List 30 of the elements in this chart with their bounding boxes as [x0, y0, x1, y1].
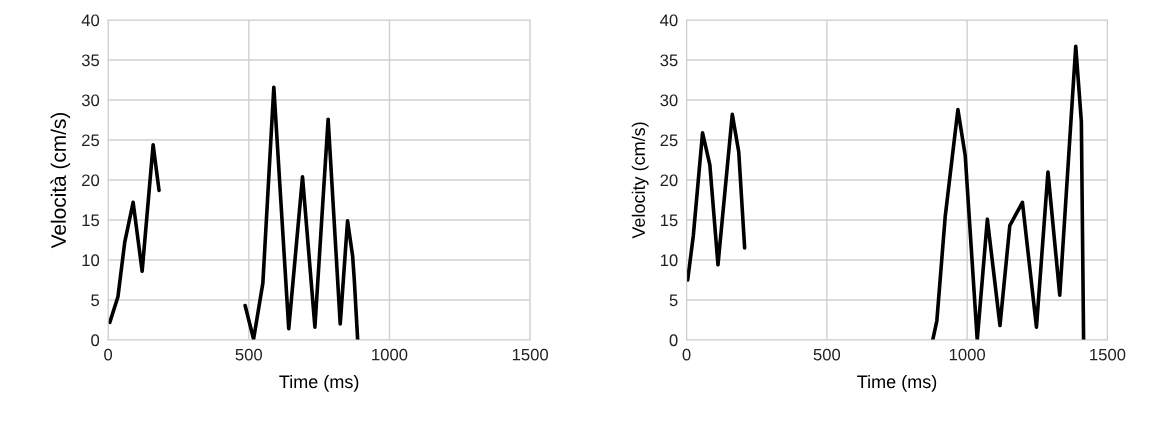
y-tick-label: 15: [82, 214, 100, 227]
y-tick-label: 5: [91, 294, 100, 307]
y-tick-label: 35: [660, 54, 678, 67]
x-tick-label: 1000: [949, 348, 986, 361]
x-tick-label: 0: [104, 348, 113, 361]
y-tick-label: 5: [669, 294, 678, 307]
x-tick-label: 1500: [1090, 348, 1126, 361]
y-tick-label: 25: [660, 134, 678, 147]
x-tick-label: 1500: [512, 348, 549, 361]
x-axis-title: Time (ms): [279, 374, 359, 392]
y-tick-label: 20: [660, 174, 678, 187]
y-tick-label: 40: [81, 14, 100, 27]
y-tick-label: 25: [82, 134, 100, 147]
y-tick-label: 30: [660, 94, 678, 107]
x-tick-label: 1000: [372, 348, 408, 361]
y-tick-label: 30: [81, 94, 100, 107]
y-tick-label: 0: [91, 334, 100, 347]
x-tick-label: 500: [813, 348, 841, 361]
y-tick-label: 10: [660, 254, 678, 267]
y-axis-title: Velocità (cm/s): [50, 112, 71, 249]
x-axis-title: Time (ms): [857, 374, 937, 392]
y-tick-label: 35: [81, 54, 100, 67]
x-tick-label: 500: [235, 348, 263, 361]
y-tick-label: 0: [669, 334, 678, 347]
y-tick-label: 20: [82, 174, 100, 187]
y-tick-label: 40: [660, 14, 678, 27]
y-tick-label: 10: [82, 254, 100, 267]
y-tick-label: 15: [660, 214, 678, 227]
x-tick-label: 0: [682, 348, 691, 361]
y-axis-title: Velocity (cm/s): [631, 122, 649, 239]
